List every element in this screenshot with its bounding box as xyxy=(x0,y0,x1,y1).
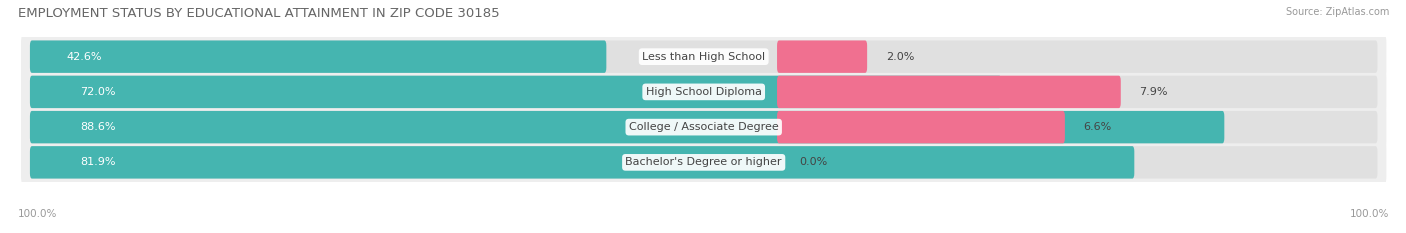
Text: Source: ZipAtlas.com: Source: ZipAtlas.com xyxy=(1285,7,1389,17)
Text: 100.0%: 100.0% xyxy=(18,209,58,219)
FancyBboxPatch shape xyxy=(21,103,1386,151)
FancyBboxPatch shape xyxy=(21,68,1386,116)
FancyBboxPatch shape xyxy=(30,111,1378,143)
FancyBboxPatch shape xyxy=(30,111,1225,143)
FancyBboxPatch shape xyxy=(30,41,1378,73)
Text: 88.6%: 88.6% xyxy=(80,122,115,132)
FancyBboxPatch shape xyxy=(30,146,1378,178)
Text: 100.0%: 100.0% xyxy=(1350,209,1389,219)
Text: 7.9%: 7.9% xyxy=(1139,87,1168,97)
FancyBboxPatch shape xyxy=(30,76,1001,108)
Text: 81.9%: 81.9% xyxy=(80,157,115,167)
Text: Less than High School: Less than High School xyxy=(643,52,765,62)
FancyBboxPatch shape xyxy=(30,146,1135,178)
Text: College / Associate Degree: College / Associate Degree xyxy=(628,122,779,132)
Text: 0.0%: 0.0% xyxy=(800,157,828,167)
Text: Bachelor's Degree or higher: Bachelor's Degree or higher xyxy=(626,157,782,167)
FancyBboxPatch shape xyxy=(30,41,606,73)
Legend: In Labor Force, Unemployed: In Labor Force, Unemployed xyxy=(596,232,811,233)
Text: 2.0%: 2.0% xyxy=(886,52,914,62)
FancyBboxPatch shape xyxy=(778,41,868,73)
Text: 72.0%: 72.0% xyxy=(80,87,115,97)
Text: High School Diploma: High School Diploma xyxy=(645,87,762,97)
FancyBboxPatch shape xyxy=(778,76,1121,108)
Text: 42.6%: 42.6% xyxy=(66,52,101,62)
FancyBboxPatch shape xyxy=(30,76,1378,108)
FancyBboxPatch shape xyxy=(21,138,1386,187)
FancyBboxPatch shape xyxy=(21,32,1386,81)
FancyBboxPatch shape xyxy=(778,111,1064,143)
Text: 6.6%: 6.6% xyxy=(1084,122,1112,132)
Text: EMPLOYMENT STATUS BY EDUCATIONAL ATTAINMENT IN ZIP CODE 30185: EMPLOYMENT STATUS BY EDUCATIONAL ATTAINM… xyxy=(18,7,501,20)
